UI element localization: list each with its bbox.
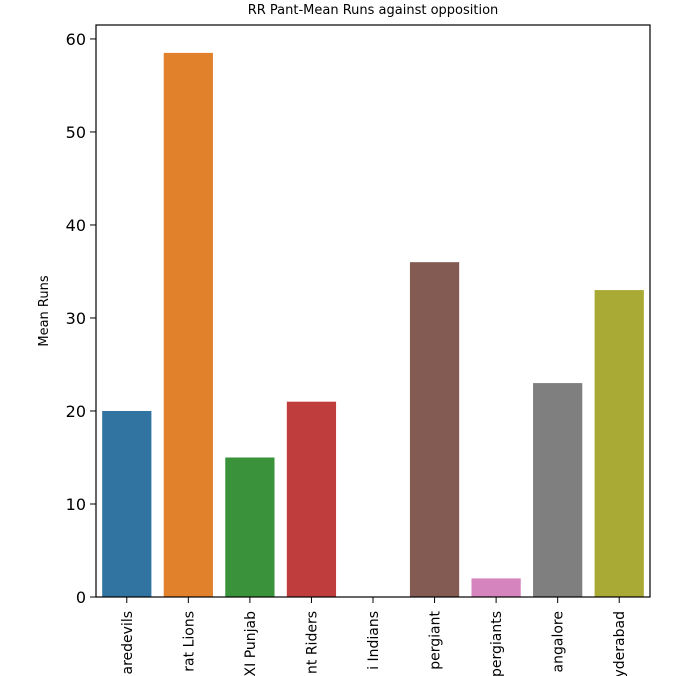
bars-group [102, 52, 644, 597]
bar-1 [163, 52, 213, 597]
x-tick-label-6: pergiants [489, 611, 505, 676]
y-tick-label-0: 0 [76, 588, 86, 607]
x-axis: aredevils rat Lions XI Punjab nt Riders i In… [120, 597, 628, 676]
x-tick-label-0: aredevils [120, 611, 136, 675]
y-tick-label-4: 40 [66, 216, 86, 235]
x-tick-label-4: i Indians [366, 611, 382, 670]
y-axis-label: Mean Runs [37, 275, 52, 346]
y-tick-label-1: 10 [66, 495, 86, 514]
chart-title: RR Pant-Mean Runs against opposition [248, 3, 499, 18]
x-tick-label-8: yderabad [612, 611, 628, 676]
x-tick-label-5: pergiant [428, 610, 444, 669]
bar-7 [533, 383, 583, 597]
y-axis: 0 10 20 30 40 50 60 [66, 30, 96, 607]
x-tick-label-2: XI Punjab [243, 611, 259, 676]
x-tick-label-1: rat Lions [181, 611, 197, 672]
x-tick-label-7: angalore [551, 611, 567, 672]
y-tick-label-5: 50 [66, 123, 86, 142]
y-tick-label-3: 30 [66, 309, 86, 328]
bar-3 [286, 401, 337, 597]
y-tick-label-2: 20 [66, 402, 86, 421]
bar-2 [225, 457, 275, 597]
bar-5 [409, 262, 460, 597]
x-tick-label-3: nt Riders [304, 611, 320, 674]
bar-0 [102, 410, 152, 597]
bar-8 [594, 290, 644, 597]
plot-frame [95, 24, 651, 598]
bar-6 [471, 578, 521, 597]
y-tick-label-6: 60 [66, 30, 86, 49]
